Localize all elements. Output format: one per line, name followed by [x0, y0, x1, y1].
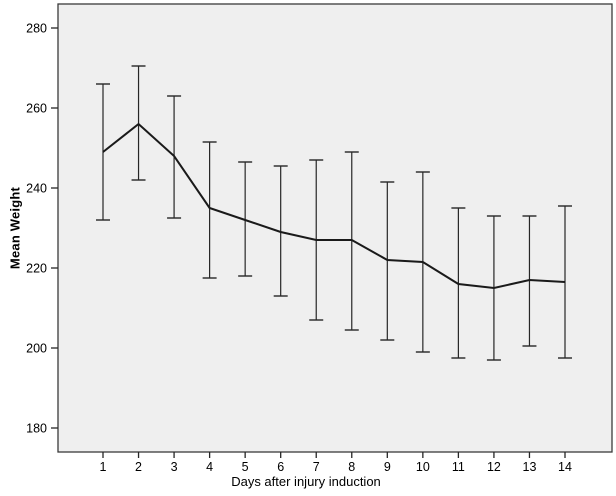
- x-tick-label: 3: [171, 460, 178, 474]
- y-tick-label: 220: [26, 262, 47, 276]
- plot-area: [57, 3, 613, 453]
- y-tick-label: 200: [26, 342, 47, 356]
- x-tick-label: 1: [100, 460, 107, 474]
- x-tick-label: 4: [206, 460, 213, 474]
- x-tick-label: 13: [523, 460, 537, 474]
- y-tick-label: 180: [26, 422, 47, 436]
- y-tick-label: 260: [26, 102, 47, 116]
- y-axis-title: Mean Weight: [7, 186, 23, 270]
- y-tick-label: 280: [26, 22, 47, 36]
- x-tick-label: 6: [277, 460, 284, 474]
- x-tick-label: 2: [135, 460, 142, 474]
- x-tick-label: 7: [313, 460, 320, 474]
- x-tick-label: 11: [452, 460, 465, 474]
- y-tick-label: 240: [26, 182, 47, 196]
- x-tick-label: 12: [487, 460, 501, 474]
- x-tick-label: 8: [348, 460, 355, 474]
- x-tick-label: 10: [416, 460, 430, 474]
- x-tick-label: 5: [242, 460, 249, 474]
- mean-line: [102, 122, 566, 290]
- x-tick-label: 9: [384, 460, 391, 474]
- x-axis-title: Days after injury induction: [231, 474, 381, 489]
- x-tick-label: 14: [558, 460, 572, 474]
